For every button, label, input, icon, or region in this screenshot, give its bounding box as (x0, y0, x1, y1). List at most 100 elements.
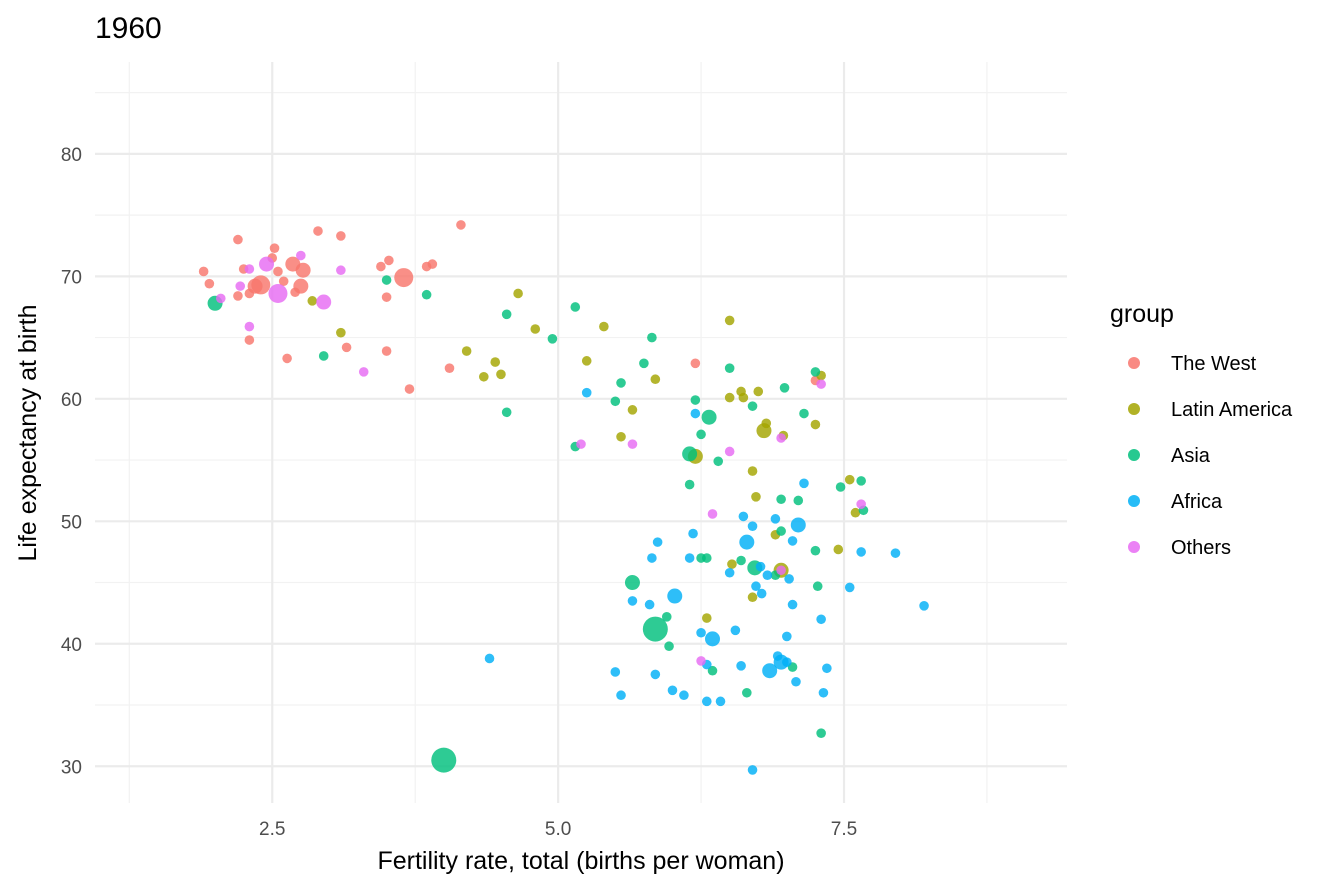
data-point (724, 363, 735, 373)
data-point (431, 747, 457, 773)
data-point (652, 537, 663, 547)
data-point (770, 514, 781, 524)
data-point (427, 259, 438, 269)
x-axis-title: Fertility rate, total (births per woman) (377, 847, 784, 875)
data-point (581, 387, 592, 398)
data-point (358, 367, 369, 377)
y-tick-label: 50 (61, 512, 82, 533)
data-point (296, 250, 306, 261)
legend-swatch (1128, 403, 1140, 415)
data-point (501, 309, 512, 320)
data-point (336, 327, 346, 338)
data-point (316, 294, 332, 310)
data-point (376, 261, 386, 272)
data-point (696, 656, 706, 666)
data-point (793, 495, 804, 506)
legend-item: Latin America (1128, 399, 1293, 421)
legend-swatch (1128, 495, 1140, 507)
data-point (779, 382, 790, 393)
data-point (724, 567, 735, 578)
data-point (667, 588, 683, 604)
legend: group The West Latin America Asia Africa Oth… (1110, 300, 1293, 559)
data-point (501, 407, 512, 418)
data-point (724, 446, 735, 457)
y-tick-label: 40 (61, 635, 82, 656)
data-point (204, 278, 215, 289)
x-tick-label: 2.5 (259, 819, 285, 840)
data-point (782, 657, 792, 667)
data-point (616, 690, 626, 701)
data-point (381, 275, 392, 285)
data-point (727, 559, 737, 569)
data-point (233, 234, 243, 245)
data-point (799, 478, 809, 489)
data-point (730, 625, 741, 636)
data-point (661, 612, 672, 622)
data-point (650, 374, 661, 385)
y-tick-label: 30 (61, 757, 82, 778)
data-point (782, 631, 792, 642)
data-point (616, 378, 626, 388)
data-point (650, 669, 661, 680)
data-point (747, 401, 758, 411)
axis-ticks: 2.5 5.0 7.5 30 40 50 60 70 80 (61, 145, 857, 840)
data-point (835, 482, 846, 492)
data-point (761, 418, 772, 429)
data-point (490, 357, 501, 367)
data-point (610, 667, 621, 677)
data-point (816, 379, 826, 389)
data-point (251, 275, 271, 295)
legend-label: Africa (1171, 491, 1223, 513)
data-point (684, 553, 695, 563)
data-point (484, 653, 495, 664)
data-point (384, 255, 394, 266)
data-point (701, 553, 712, 563)
data-point (627, 405, 638, 415)
data-point (756, 588, 767, 599)
data-point (762, 663, 778, 679)
data-point (707, 665, 718, 676)
data-point (282, 353, 292, 364)
legend-item: The West (1128, 353, 1257, 375)
data-point (833, 544, 844, 555)
legend-item: Others (1128, 537, 1231, 559)
data-point (747, 592, 758, 603)
data-point (751, 492, 761, 502)
data-point (479, 371, 489, 382)
data-point (679, 690, 689, 701)
data-point (787, 536, 798, 546)
data-point (850, 507, 861, 518)
data-point (919, 601, 929, 611)
data-point (647, 553, 657, 563)
data-point (784, 574, 794, 584)
data-point (647, 332, 657, 343)
data-point (707, 509, 718, 519)
data-point (233, 291, 243, 301)
data-point (739, 534, 755, 550)
data-point (705, 631, 721, 647)
data-point (381, 292, 392, 302)
data-point (738, 511, 749, 522)
data-point (599, 321, 609, 332)
data-point (244, 264, 255, 274)
data-point (747, 521, 758, 531)
data-point (684, 479, 695, 490)
data-point (738, 392, 749, 403)
data-point (547, 334, 558, 344)
data-point (701, 696, 712, 707)
data-point (394, 268, 414, 288)
data-point (844, 582, 855, 593)
data-point (268, 283, 288, 303)
data-point (513, 288, 523, 299)
data-point (787, 599, 798, 610)
data-point (644, 599, 655, 610)
data-point (736, 661, 746, 671)
data-point (776, 494, 786, 505)
data-point (762, 570, 773, 580)
data-point (742, 687, 752, 698)
data-point (456, 220, 466, 230)
data-point (341, 342, 352, 353)
data-point (682, 446, 698, 462)
data-point (581, 356, 592, 366)
data-point (856, 476, 866, 486)
